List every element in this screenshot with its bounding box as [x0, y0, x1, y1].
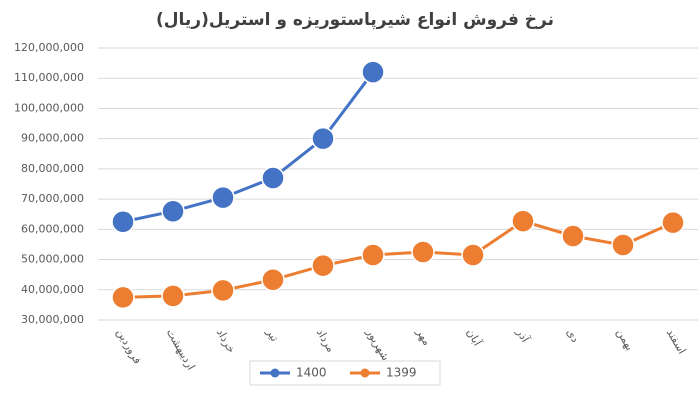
- y-tick-label: 30,000,000: [21, 313, 84, 326]
- y-tick-label: 90,000,000: [21, 132, 84, 145]
- x-tick-label: تیر: [263, 326, 281, 344]
- data-point: [261, 166, 285, 190]
- y-tick-label: 80,000,000: [21, 162, 84, 175]
- legend-marker: [270, 368, 280, 378]
- data-point: [411, 240, 435, 264]
- data-point: [361, 243, 385, 267]
- chart-title: نرخ فروش انواع شیرپاستوریزه و استریل(ریا…: [156, 10, 554, 30]
- y-tick-label: 120,000,000: [14, 41, 84, 54]
- data-point: [261, 268, 285, 292]
- y-tick-label: 40,000,000: [21, 283, 84, 296]
- data-point: [311, 253, 335, 278]
- data-point: [111, 210, 135, 234]
- y-tick-label: 50,000,000: [21, 253, 84, 266]
- legend-label: 1399: [386, 366, 417, 380]
- legend-marker: [360, 368, 370, 378]
- data-point: [161, 284, 185, 308]
- x-tick-label: دی: [564, 327, 582, 345]
- data-point: [111, 285, 135, 310]
- data-point: [361, 60, 385, 84]
- data-point: [461, 243, 485, 267]
- y-tick-label: 60,000,000: [21, 222, 84, 235]
- data-point: [211, 185, 235, 210]
- data-point: [661, 210, 685, 235]
- data-point: [211, 278, 235, 303]
- y-tick-label: 100,000,000: [14, 101, 84, 114]
- data-point: [311, 126, 335, 151]
- y-tick-label: 110,000,000: [14, 71, 84, 84]
- data-point: [561, 224, 585, 248]
- legend-label: 1400: [296, 366, 327, 380]
- y-tick-label: 70,000,000: [21, 192, 84, 205]
- data-point: [161, 199, 185, 223]
- data-point: [511, 209, 535, 233]
- data-point: [611, 233, 635, 257]
